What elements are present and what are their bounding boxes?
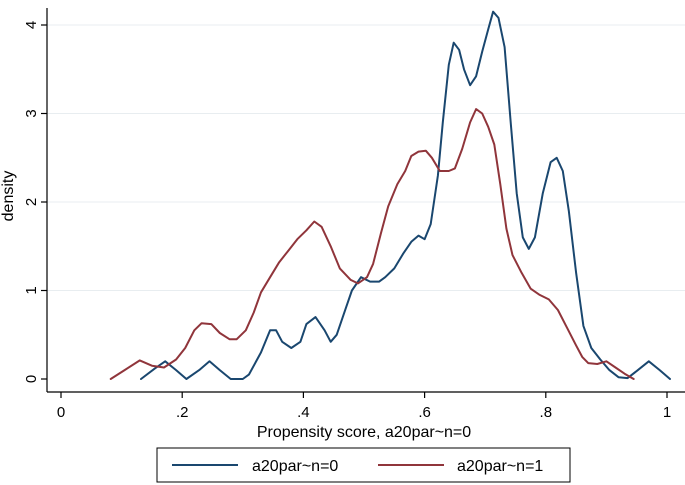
x-axis-title: Propensity score, a20par~n=0	[257, 424, 471, 441]
x-tick-label-0: 0	[57, 404, 65, 421]
x-ticks: 0 .2 .4 .6 .8 1	[57, 392, 671, 421]
x-tick-label-1: .2	[176, 404, 189, 421]
legend-label-a20par-n0: a20par~n=0	[252, 458, 338, 475]
axes	[46, 8, 685, 393]
x-tick-label-2: .4	[297, 404, 310, 421]
x-tick-label-5: 1	[663, 404, 671, 421]
y-tick-label-1: 1	[23, 286, 40, 294]
y-tick-label-2: 2	[23, 198, 40, 206]
y-axis-title: density	[0, 171, 17, 222]
legend-label-a20par-n1: a20par~n=1	[457, 458, 543, 475]
x-tick-label-3: .6	[418, 404, 431, 421]
series-line-1	[109, 108, 635, 380]
series-line-0	[140, 10, 671, 380]
legend: a20par~n=0 a20par~n=1	[156, 447, 571, 483]
y-tick-label-0: 0	[23, 375, 40, 383]
series-lines	[109, 10, 671, 380]
x-tick-label-4: .8	[540, 404, 553, 421]
y-ticks: 0 1 2 3 4	[23, 21, 47, 383]
y-tick-label-3: 3	[23, 109, 40, 117]
y-tick-label-4: 4	[23, 21, 40, 29]
